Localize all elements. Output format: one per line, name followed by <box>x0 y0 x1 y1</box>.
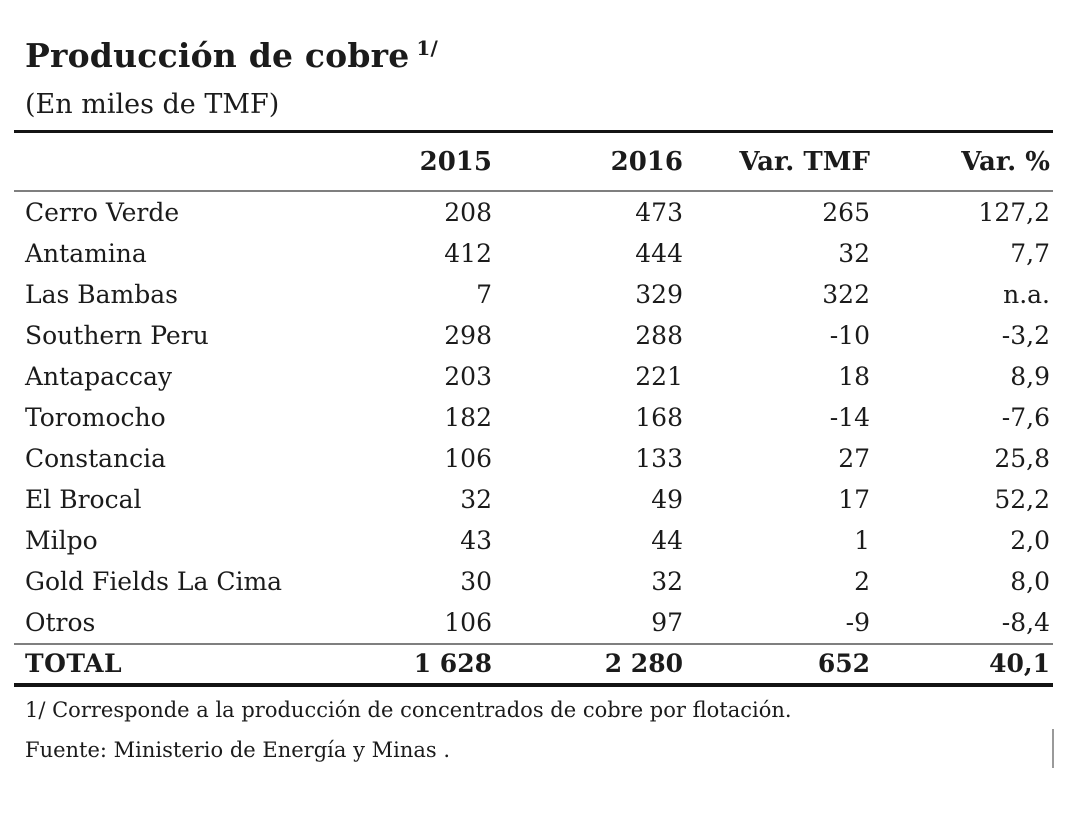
total-row: TOTAL 1 628 2 280 652 40,1 <box>14 643 1053 685</box>
company-name-cell: Gold Fields La Cima <box>25 567 283 596</box>
total-2016-cell: 2 280 <box>495 643 686 685</box>
company-name-cell: Antapaccay <box>25 362 173 391</box>
table-row: Cerro Verde 208 473 265 127,2 <box>14 191 1053 233</box>
table-row: Antapaccay 203 221 18 8,9 <box>14 356 1053 397</box>
value-var-pct-cell: -7,6 <box>1001 403 1050 432</box>
value-2016-cell: 97 <box>651 608 683 637</box>
value-2016-cell: 168 <box>635 403 683 432</box>
value-var-pct-cell: -3,2 <box>1001 321 1050 350</box>
value-var-pct-cell: -8,4 <box>1001 608 1050 637</box>
company-name-cell: Antamina <box>25 239 147 268</box>
value-2016-cell: 329 <box>635 280 683 309</box>
table-footer: TOTAL 1 628 2 280 652 40,1 <box>14 643 1053 685</box>
column-header-var-tmf: Var. TMF <box>686 131 873 192</box>
value-2016-cell: 49 <box>651 485 683 514</box>
value-var-tmf-cell: 18 <box>838 362 870 391</box>
value-var-pct-cell: 2,0 <box>1010 526 1050 555</box>
table-body: Cerro Verde 208 473 265 127,2 Antamina 4… <box>14 191 1053 644</box>
value-2016-cell: 444 <box>635 239 683 268</box>
table-row: Toromocho 182 168 -14 -7,6 <box>14 397 1053 438</box>
company-name-cell: Las Bambas <box>25 280 179 309</box>
value-2015-cell: 182 <box>444 403 492 432</box>
value-2015-cell: 43 <box>460 526 492 555</box>
value-2016-cell: 473 <box>635 198 683 227</box>
table-row: Gold Fields La Cima 30 32 2 8,0 <box>14 561 1053 602</box>
total-var-tmf-cell: 652 <box>686 643 873 685</box>
page-title-text: Producción de cobre <box>25 36 410 75</box>
value-var-tmf-cell: -10 <box>829 321 870 350</box>
value-var-pct-cell: n.a. <box>1003 280 1050 309</box>
value-2016-cell: 288 <box>635 321 683 350</box>
table-row: El Brocal 32 49 17 52,2 <box>14 479 1053 520</box>
column-header-company <box>14 131 307 192</box>
footnote: 1/ Corresponde a la producción de concen… <box>25 698 792 722</box>
value-var-tmf-cell: 32 <box>838 239 870 268</box>
value-var-tmf-cell: 2 <box>854 567 870 596</box>
value-var-tmf-cell: 322 <box>822 280 870 309</box>
value-var-pct-cell: 8,9 <box>1010 362 1050 391</box>
value-var-pct-cell: 7,7 <box>1010 239 1050 268</box>
table-row: Las Bambas 7 329 322 n.a. <box>14 274 1053 315</box>
value-var-pct-cell: 8,0 <box>1010 567 1050 596</box>
value-var-pct-cell: 127,2 <box>978 198 1050 227</box>
value-var-tmf-cell: 1 <box>854 526 870 555</box>
table-row: Antamina 412 444 32 7,7 <box>14 233 1053 274</box>
company-name-cell: Milpo <box>25 526 98 555</box>
value-var-tmf-cell: -9 <box>845 608 870 637</box>
page-subtitle: (En miles de TMF) <box>25 89 280 120</box>
value-2015-cell: 298 <box>444 321 492 350</box>
table-row: Milpo 43 44 1 2,0 <box>14 520 1053 561</box>
column-header-2016: 2016 <box>495 131 686 192</box>
total-label-cell: TOTAL <box>14 643 307 685</box>
value-var-pct-cell: 25,8 <box>994 444 1050 473</box>
value-2015-cell: 106 <box>444 444 492 473</box>
company-name-cell: Cerro Verde <box>25 198 180 227</box>
text-cursor-artifact <box>1052 729 1054 768</box>
value-2016-cell: 44 <box>651 526 683 555</box>
value-2015-cell: 7 <box>476 280 492 309</box>
table-row: Constancia 106 133 27 25,8 <box>14 438 1053 479</box>
total-2015-cell: 1 628 <box>307 643 495 685</box>
column-header-var-pct: Var. % <box>873 131 1053 192</box>
value-var-pct-cell: 52,2 <box>994 485 1050 514</box>
company-name-cell: El Brocal <box>25 485 142 514</box>
value-2016-cell: 32 <box>651 567 683 596</box>
column-header-2015: 2015 <box>307 131 495 192</box>
page-title: Producción de cobre 1/ <box>25 34 1087 78</box>
total-var-pct-cell: 40,1 <box>873 643 1053 685</box>
value-2016-cell: 221 <box>635 362 683 391</box>
value-2015-cell: 412 <box>444 239 492 268</box>
value-2015-cell: 106 <box>444 608 492 637</box>
table-header: 2015 2016 Var. TMF Var. % <box>14 131 1053 192</box>
header-row: 2015 2016 Var. TMF Var. % <box>14 131 1053 192</box>
company-name-cell: Southern Peru <box>25 321 209 350</box>
copper-production-table: 2015 2016 Var. TMF Var. % Cerro Verde 20… <box>14 130 1053 687</box>
value-var-tmf-cell: 265 <box>822 198 870 227</box>
value-2016-cell: 133 <box>635 444 683 473</box>
document-page: Producción de cobre 1/ (En miles de TMF) … <box>14 34 1087 768</box>
title-footnote-marker: 1/ <box>416 36 439 60</box>
table-row: Southern Peru 298 288 -10 -3,2 <box>14 315 1053 356</box>
company-name-cell: Constancia <box>25 444 167 473</box>
value-2015-cell: 208 <box>444 198 492 227</box>
source-note: Fuente: Ministerio de Energía y Minas . <box>25 738 450 762</box>
table-row: Otros 106 97 -9 -8,4 <box>14 602 1053 644</box>
value-var-tmf-cell: 17 <box>838 485 870 514</box>
company-name-cell: Otros <box>25 608 96 637</box>
value-var-tmf-cell: 27 <box>838 444 870 473</box>
value-var-tmf-cell: -14 <box>829 403 870 432</box>
company-name-cell: Toromocho <box>25 403 166 432</box>
value-2015-cell: 32 <box>460 485 492 514</box>
value-2015-cell: 30 <box>460 567 492 596</box>
value-2015-cell: 203 <box>444 362 492 391</box>
